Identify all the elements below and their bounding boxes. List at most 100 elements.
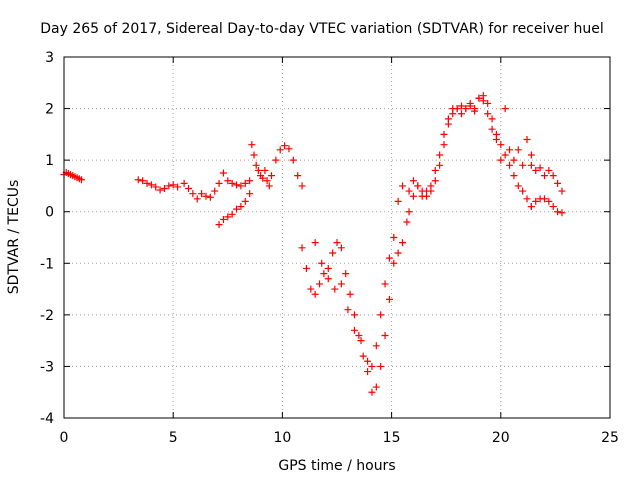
data-point bbox=[265, 182, 273, 190]
data-point bbox=[261, 166, 269, 174]
data-series bbox=[60, 169, 85, 184]
data-point bbox=[248, 141, 256, 149]
data-point bbox=[506, 146, 514, 154]
data-point bbox=[431, 166, 439, 174]
axis-ticks bbox=[63, 56, 611, 419]
data-point bbox=[414, 182, 422, 190]
data-point bbox=[298, 182, 306, 190]
data-point bbox=[418, 192, 426, 200]
data-point bbox=[488, 115, 496, 123]
data-point bbox=[545, 197, 553, 205]
data-point bbox=[558, 209, 566, 217]
data-point bbox=[440, 141, 448, 149]
data-point bbox=[368, 362, 376, 370]
data-point bbox=[252, 161, 260, 169]
data-point bbox=[510, 172, 518, 180]
data-point bbox=[311, 290, 319, 298]
data-point bbox=[318, 259, 326, 267]
data-point bbox=[364, 368, 372, 376]
data-point bbox=[431, 177, 439, 185]
data-point bbox=[540, 172, 548, 180]
data-point bbox=[350, 311, 358, 319]
data-point bbox=[527, 203, 535, 211]
data-point bbox=[471, 107, 479, 115]
x-axis-label: GPS time / hours bbox=[278, 458, 395, 474]
data-point bbox=[350, 326, 358, 334]
data-point bbox=[436, 151, 444, 159]
data-point bbox=[147, 181, 155, 189]
data-point bbox=[224, 177, 232, 185]
data-point bbox=[134, 176, 142, 184]
data-point bbox=[549, 203, 557, 211]
data-point bbox=[385, 295, 393, 303]
data-point bbox=[501, 151, 509, 159]
data-point bbox=[514, 182, 522, 190]
y-tick-label: -3 bbox=[40, 359, 54, 375]
data-point bbox=[519, 161, 527, 169]
data-point bbox=[462, 105, 470, 113]
data-point bbox=[488, 125, 496, 133]
data-point bbox=[484, 99, 492, 107]
data-point bbox=[444, 115, 452, 123]
data-point bbox=[523, 195, 531, 203]
data-point bbox=[233, 205, 241, 213]
data-point bbox=[540, 195, 548, 203]
data-point bbox=[324, 264, 332, 272]
data-point bbox=[532, 166, 540, 174]
data-point bbox=[241, 197, 249, 205]
data-point bbox=[501, 105, 509, 113]
data-point bbox=[527, 161, 535, 169]
data-point bbox=[545, 166, 553, 174]
data-point bbox=[519, 187, 527, 195]
data-point bbox=[263, 177, 271, 185]
data-point bbox=[228, 210, 236, 218]
data-point bbox=[372, 342, 380, 350]
data-series bbox=[180, 169, 254, 203]
y-tick-label: 0 bbox=[45, 205, 54, 221]
data-point bbox=[215, 179, 223, 187]
data-point bbox=[492, 136, 500, 144]
data-point bbox=[331, 285, 339, 293]
data-point bbox=[440, 130, 448, 138]
data-point bbox=[423, 187, 431, 195]
data-point bbox=[554, 179, 562, 187]
y-tick-label: -4 bbox=[40, 411, 54, 427]
data-point bbox=[479, 97, 487, 105]
data-point bbox=[337, 244, 345, 252]
data-point bbox=[484, 110, 492, 118]
data-point bbox=[320, 270, 328, 278]
x-tick-label: 0 bbox=[60, 430, 69, 446]
data-point bbox=[523, 136, 531, 144]
data-point bbox=[554, 208, 562, 216]
data-point bbox=[298, 244, 306, 252]
data-point bbox=[377, 311, 385, 319]
data-point bbox=[394, 197, 402, 205]
data-point bbox=[316, 280, 324, 288]
data-point bbox=[254, 166, 262, 174]
data-point bbox=[246, 177, 254, 185]
data-point bbox=[272, 156, 280, 164]
data-point bbox=[532, 197, 540, 205]
grid-lines bbox=[64, 57, 610, 418]
data-point bbox=[453, 105, 461, 113]
data-point bbox=[506, 161, 514, 169]
data-point bbox=[250, 151, 258, 159]
data-point bbox=[211, 187, 219, 195]
data-point bbox=[180, 179, 188, 187]
data-point bbox=[405, 187, 413, 195]
data-series bbox=[405, 94, 535, 200]
data-point bbox=[198, 190, 206, 198]
y-tick-label: -2 bbox=[40, 308, 54, 324]
data-point bbox=[189, 190, 197, 198]
data-point bbox=[381, 280, 389, 288]
data-point bbox=[267, 172, 275, 180]
data-series bbox=[134, 176, 182, 194]
data-point bbox=[399, 182, 407, 190]
data-point bbox=[307, 285, 315, 293]
data-point bbox=[302, 264, 310, 272]
data-point bbox=[377, 362, 385, 370]
data-point bbox=[174, 183, 182, 191]
y-tick-label: -1 bbox=[40, 256, 54, 272]
data-point bbox=[311, 239, 319, 247]
